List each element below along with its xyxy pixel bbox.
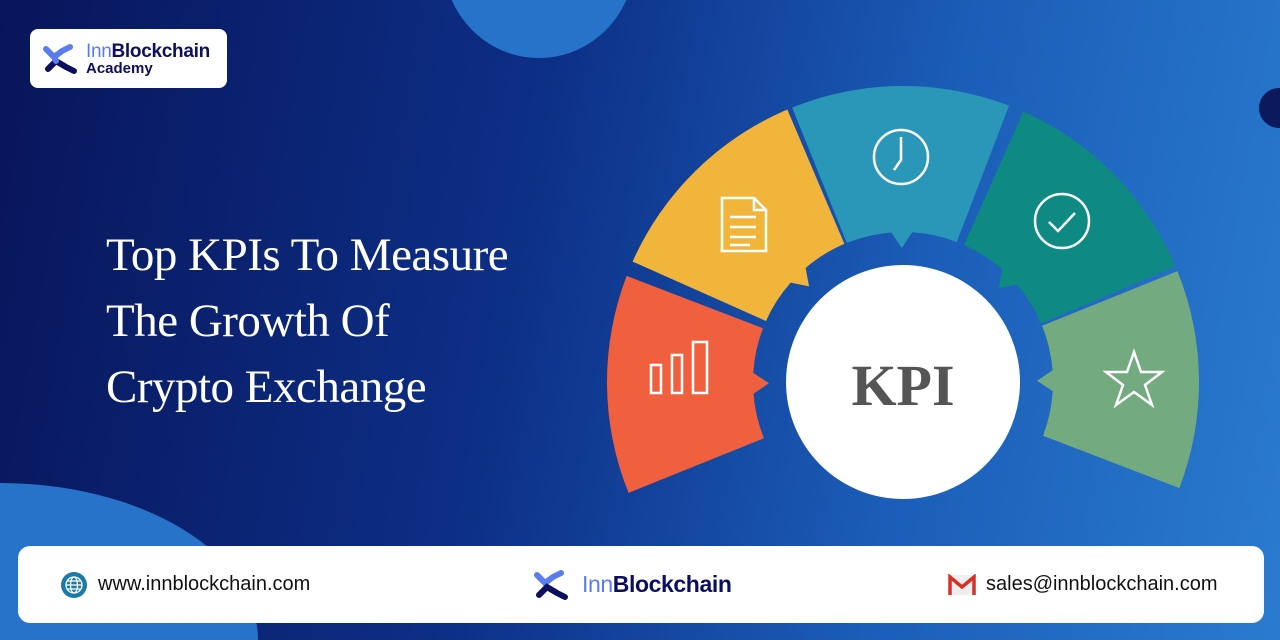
- email-text: sales@innblockchain.com: [986, 573, 1218, 595]
- globe-icon: [61, 571, 87, 598]
- academy-logo[interactable]: InnBlockchain Academy: [30, 29, 227, 88]
- logo-subtitle: Academy: [86, 59, 153, 77]
- website-text: www.innblockchain.com: [98, 573, 311, 595]
- headline-line: The Growth Of: [106, 295, 390, 347]
- gmail-icon: [948, 573, 976, 595]
- headline-line: Crypto Exchange: [106, 361, 427, 413]
- kpi-segment: [792, 86, 1010, 249]
- footer-brand-suffix: Blockchain: [612, 571, 732, 597]
- headline: Top KPIs To Measure The Growth Of Crypto…: [106, 222, 509, 420]
- logo-mark-icon: [534, 569, 568, 600]
- email-link[interactable]: sales@innblockchain.com: [948, 546, 1218, 623]
- document-icon: [720, 196, 768, 253]
- footer-brand-prefix: Inn: [582, 571, 613, 597]
- kpi-segment: [607, 275, 770, 493]
- decor-circle-right: [1259, 88, 1280, 128]
- kpi-segment: [1036, 271, 1199, 489]
- check-circle-icon: [1033, 192, 1091, 250]
- clock-icon: [872, 128, 930, 186]
- footer-brand-logo: InnBlockchain: [530, 546, 732, 623]
- kpi-segment: [632, 109, 845, 321]
- center-circle: [786, 265, 1020, 499]
- headline-line: Top KPIs To Measure: [106, 229, 509, 281]
- star-icon: [1102, 348, 1166, 409]
- logo-mark-icon: [43, 43, 77, 74]
- footer-bar: www.innblockchain.com InnBlockchain sale…: [18, 546, 1264, 623]
- center-label: KPI: [851, 353, 954, 418]
- logo-brand-prefix: Inn: [86, 40, 112, 62]
- website-link[interactable]: www.innblockchain.com: [60, 546, 310, 623]
- bar-chart-icon: [649, 340, 709, 395]
- logo-brand-suffix: Blockchain: [111, 40, 211, 62]
